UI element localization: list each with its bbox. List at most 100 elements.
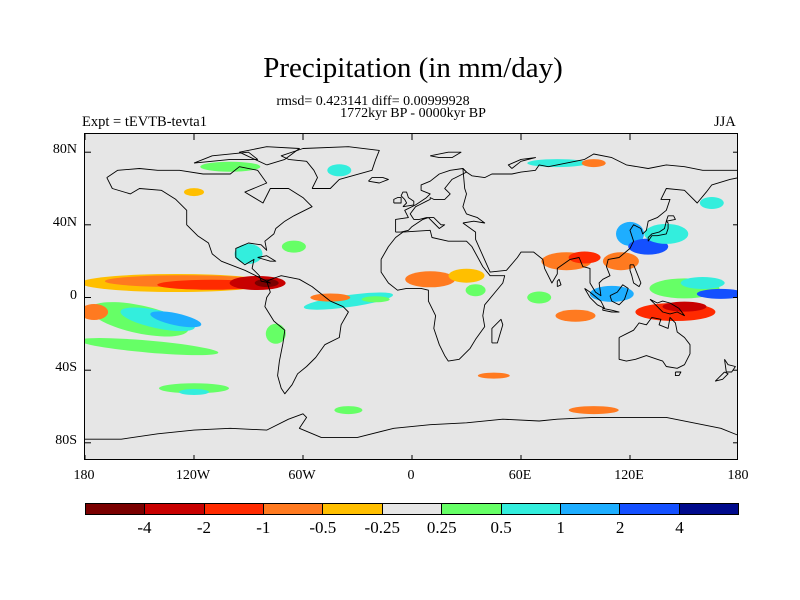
precipitation-map <box>85 134 737 459</box>
coastline <box>609 284 629 306</box>
lon-label: 120E <box>614 468 644 483</box>
coastline <box>462 153 737 297</box>
coastline <box>393 197 402 204</box>
anomaly-patch <box>662 301 707 312</box>
lon-label: 0 <box>407 468 415 483</box>
coastline <box>380 229 506 362</box>
lat-label: 40S <box>55 360 77 376</box>
coastline <box>430 151 462 159</box>
colorbar-label: -1 <box>256 518 271 537</box>
anomaly-patch <box>699 197 724 209</box>
anomaly-patch <box>265 323 286 344</box>
anomaly-patch <box>616 221 644 246</box>
coastline <box>280 146 380 189</box>
anomaly-patch <box>85 304 109 320</box>
coastline <box>629 264 642 288</box>
colorbar-swatch <box>382 504 443 514</box>
anomaly-patch <box>568 251 601 264</box>
anomaly-patch <box>405 271 456 288</box>
colorbar-swatch <box>204 504 265 514</box>
anomaly-patch <box>696 288 737 299</box>
coastline <box>602 307 620 313</box>
colorbar <box>85 503 739 515</box>
coastline <box>674 371 682 377</box>
anomaly-patch <box>465 284 486 297</box>
anomaly-patch <box>234 243 263 264</box>
colorbar-swatch <box>620 504 680 514</box>
axis-ticks <box>85 134 737 459</box>
anomaly-patch <box>680 277 725 289</box>
colorbar-label: -2 <box>196 518 211 537</box>
lon-label: 60E <box>508 468 532 483</box>
anomaly-patch <box>150 311 202 328</box>
anomaly-patch <box>555 309 596 322</box>
colorbar-label: 1 <box>556 518 565 537</box>
coastline <box>395 168 467 233</box>
coastline <box>618 317 691 369</box>
anomaly-patch <box>527 291 552 304</box>
anomaly-fields <box>85 159 737 415</box>
colorbar-label: 2 <box>615 518 625 537</box>
stats-text: rmsd= 0.423141 diff= 0.00999928 <box>276 94 470 109</box>
coastlines <box>85 146 737 440</box>
lon-label: 180 <box>73 468 95 483</box>
lat-label: 80N <box>52 142 77 158</box>
colorbar-swatch <box>86 504 146 514</box>
coastline <box>647 220 669 242</box>
anomaly-patch <box>361 296 390 303</box>
colorbar-label: 0.5 <box>490 518 512 537</box>
anomaly-patch <box>327 164 352 177</box>
coastline <box>238 146 300 166</box>
anomaly-patch <box>200 161 261 172</box>
anomaly-patch <box>589 285 634 302</box>
anomaly-patch <box>159 383 229 394</box>
anomaly-patch <box>581 159 606 168</box>
anomaly-patch <box>310 293 351 302</box>
coastline <box>665 215 676 222</box>
period-text: 1772kyr BP - 0000kyr BP <box>340 106 486 121</box>
colorbar-label: -0.25 <box>364 518 400 537</box>
lon-label: 180 <box>727 468 749 483</box>
coastline <box>193 151 259 164</box>
colorbar-swatch <box>679 504 738 514</box>
colorbar-label: 0.25 <box>426 518 457 537</box>
colorbar-swatch <box>501 504 561 514</box>
anomaly-patch <box>448 268 485 283</box>
anomaly-patch <box>334 406 363 415</box>
lat-label: 80S <box>55 432 77 448</box>
coastline <box>714 371 729 382</box>
anomaly-patch <box>254 279 279 287</box>
anomaly-patch <box>184 188 204 197</box>
coastline <box>507 157 536 169</box>
coastline <box>491 318 504 344</box>
coastline <box>649 298 685 317</box>
anomaly-patch <box>568 406 619 415</box>
anomaly-patch <box>85 338 219 356</box>
coastline <box>85 413 737 440</box>
coastline <box>368 177 389 184</box>
lat-label: 0 <box>70 287 77 303</box>
colorbar-label: -0.5 <box>309 518 337 537</box>
anomaly-patch <box>602 252 639 271</box>
colorbar-swatch <box>323 504 383 514</box>
colorbar-label: 4 <box>675 518 684 537</box>
coastline <box>556 278 562 288</box>
colorbar-swatch <box>560 504 621 514</box>
anomaly-patch <box>281 240 306 253</box>
lon-label: 60W <box>288 468 316 483</box>
season-label: JJA <box>714 114 736 130</box>
colorbar-swatch <box>442 504 502 514</box>
colorbar-swatch <box>264 504 324 514</box>
anomaly-patch <box>179 389 209 395</box>
chart-title: Precipitation (in mm/day) <box>263 52 563 84</box>
coastline <box>264 275 349 395</box>
coastline <box>106 166 313 284</box>
lat-label: 40N <box>52 214 77 230</box>
colorbar-label: -4 <box>137 518 152 537</box>
anomaly-patch <box>477 372 510 379</box>
experiment-label: Expt = tEVTB-tevta1 <box>82 114 207 130</box>
colorbar-swatch <box>145 504 205 514</box>
coastline <box>400 191 415 208</box>
lon-label: 120W <box>175 468 211 483</box>
coastline <box>724 359 736 373</box>
